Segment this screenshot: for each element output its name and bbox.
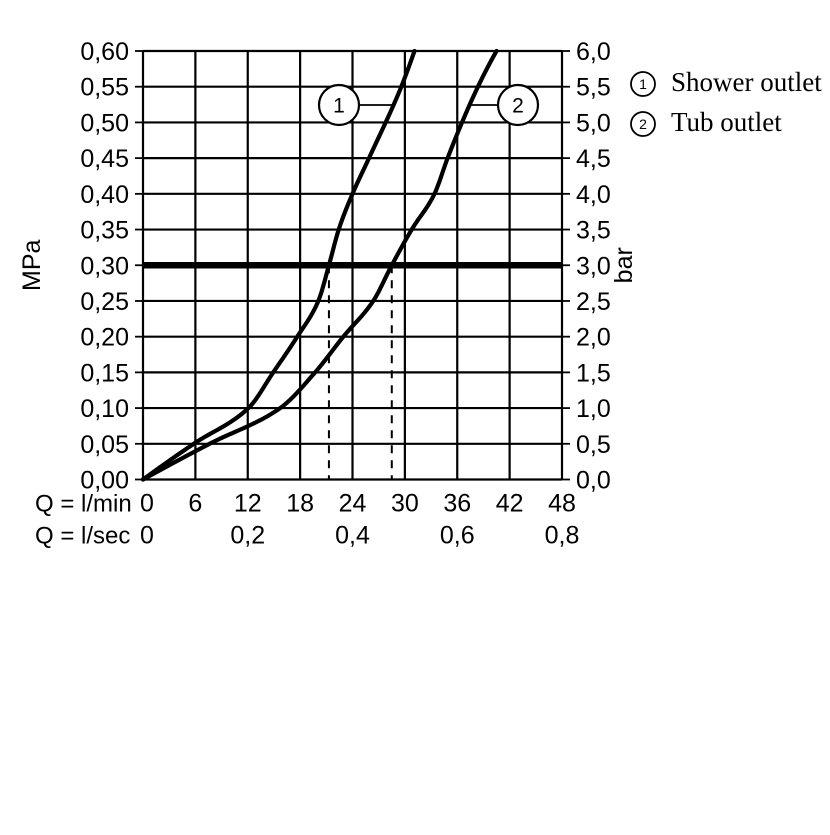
svg-text:6,0: 6,0: [576, 38, 611, 66]
svg-text:42: 42: [496, 490, 524, 518]
svg-text:0,60: 0,60: [80, 38, 129, 66]
svg-text:4,0: 4,0: [576, 181, 611, 209]
svg-text:1: 1: [639, 76, 647, 92]
svg-text:bar: bar: [610, 247, 638, 283]
svg-text:0,30: 0,30: [80, 252, 129, 280]
svg-text:Shower outlet: Shower outlet: [671, 67, 822, 97]
svg-text:1,5: 1,5: [576, 359, 611, 387]
svg-text:0,20: 0,20: [80, 324, 129, 352]
svg-text:0: 0: [140, 490, 154, 518]
svg-text:48: 48: [548, 490, 576, 518]
svg-text:2: 2: [639, 116, 647, 132]
svg-text:0,50: 0,50: [80, 109, 129, 137]
svg-text:0,45: 0,45: [80, 145, 129, 173]
svg-text:1: 1: [333, 95, 345, 118]
svg-text:0,5: 0,5: [576, 431, 611, 459]
svg-text:0,40: 0,40: [80, 181, 129, 209]
svg-text:3,0: 3,0: [576, 252, 611, 280]
svg-text:2: 2: [512, 95, 524, 118]
svg-text:Q = l/min: Q = l/min: [35, 491, 132, 518]
svg-text:Tub outlet: Tub outlet: [671, 107, 782, 137]
svg-text:36: 36: [443, 490, 471, 518]
svg-text:0: 0: [140, 522, 154, 550]
svg-text:1,0: 1,0: [576, 395, 611, 423]
svg-text:MPa: MPa: [18, 239, 46, 291]
svg-text:5,5: 5,5: [576, 74, 611, 102]
svg-text:0,15: 0,15: [80, 359, 129, 387]
svg-text:0,6: 0,6: [440, 522, 475, 550]
svg-text:0,0: 0,0: [576, 467, 611, 495]
svg-text:4,5: 4,5: [576, 145, 611, 173]
svg-text:0,25: 0,25: [80, 288, 129, 316]
svg-text:0,05: 0,05: [80, 431, 129, 459]
svg-text:30: 30: [391, 490, 419, 518]
svg-text:0,55: 0,55: [80, 74, 129, 102]
svg-text:18: 18: [286, 490, 314, 518]
svg-text:2,0: 2,0: [576, 324, 611, 352]
svg-text:3,5: 3,5: [576, 217, 611, 245]
svg-text:0,8: 0,8: [545, 522, 580, 550]
svg-text:0,10: 0,10: [80, 395, 129, 423]
svg-text:6: 6: [188, 490, 202, 518]
svg-text:0,2: 0,2: [230, 522, 265, 550]
svg-text:Q = l/sec: Q = l/sec: [35, 523, 130, 550]
svg-text:0,4: 0,4: [335, 522, 370, 550]
svg-text:5,0: 5,0: [576, 109, 611, 137]
svg-text:24: 24: [339, 490, 367, 518]
svg-text:12: 12: [234, 490, 262, 518]
svg-text:2,5: 2,5: [576, 288, 611, 316]
svg-text:0,35: 0,35: [80, 217, 129, 245]
